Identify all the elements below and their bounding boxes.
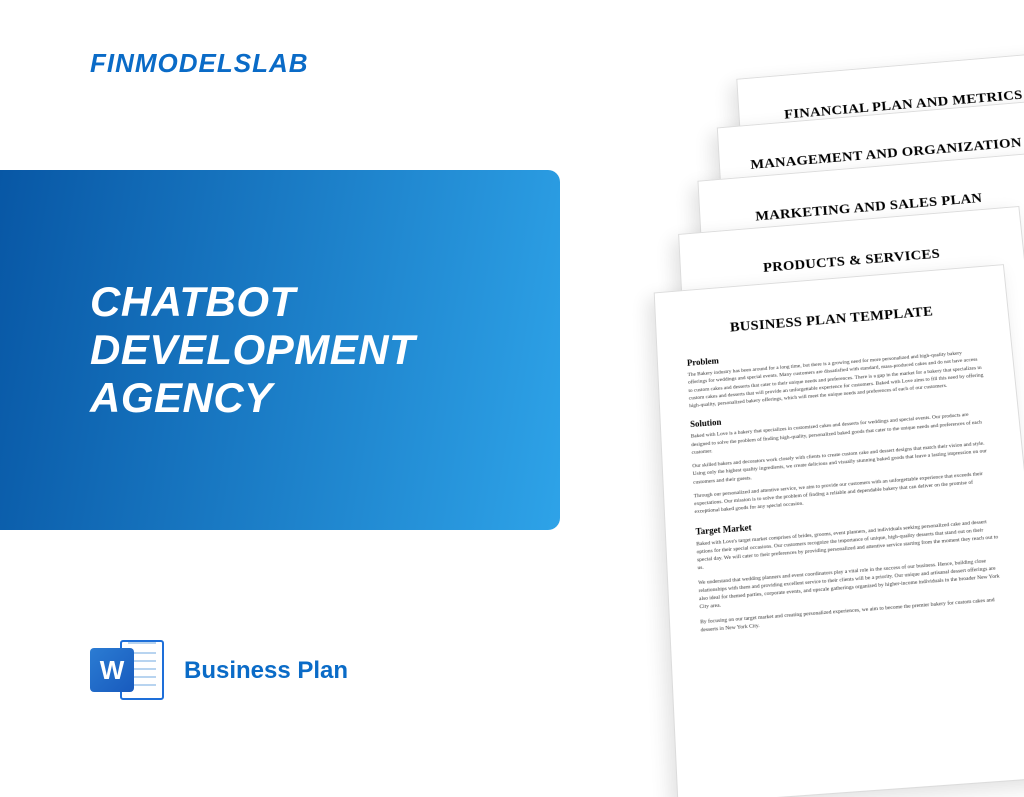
page-template-front: BUSINESS PLAN TEMPLATE Problem The Baker… [654, 264, 1024, 797]
hero-panel: CHATBOTDEVELOPMENTAGENCY [0, 170, 560, 530]
hero-title: CHATBOTDEVELOPMENTAGENCY [90, 278, 415, 423]
word-icon: W [90, 634, 164, 708]
page-title: BUSINESS PLAN TEMPLATE [685, 301, 979, 340]
word-badge-letter: W [90, 648, 134, 692]
document-type-row: W Business Plan [90, 634, 348, 708]
brand-logo: FINMODELSLAB [90, 48, 309, 79]
document-type-label: Business Plan [184, 657, 348, 685]
page-stack: FINANCIAL PLAN AND METRICS MANAGEMENT AN… [584, 40, 1024, 780]
